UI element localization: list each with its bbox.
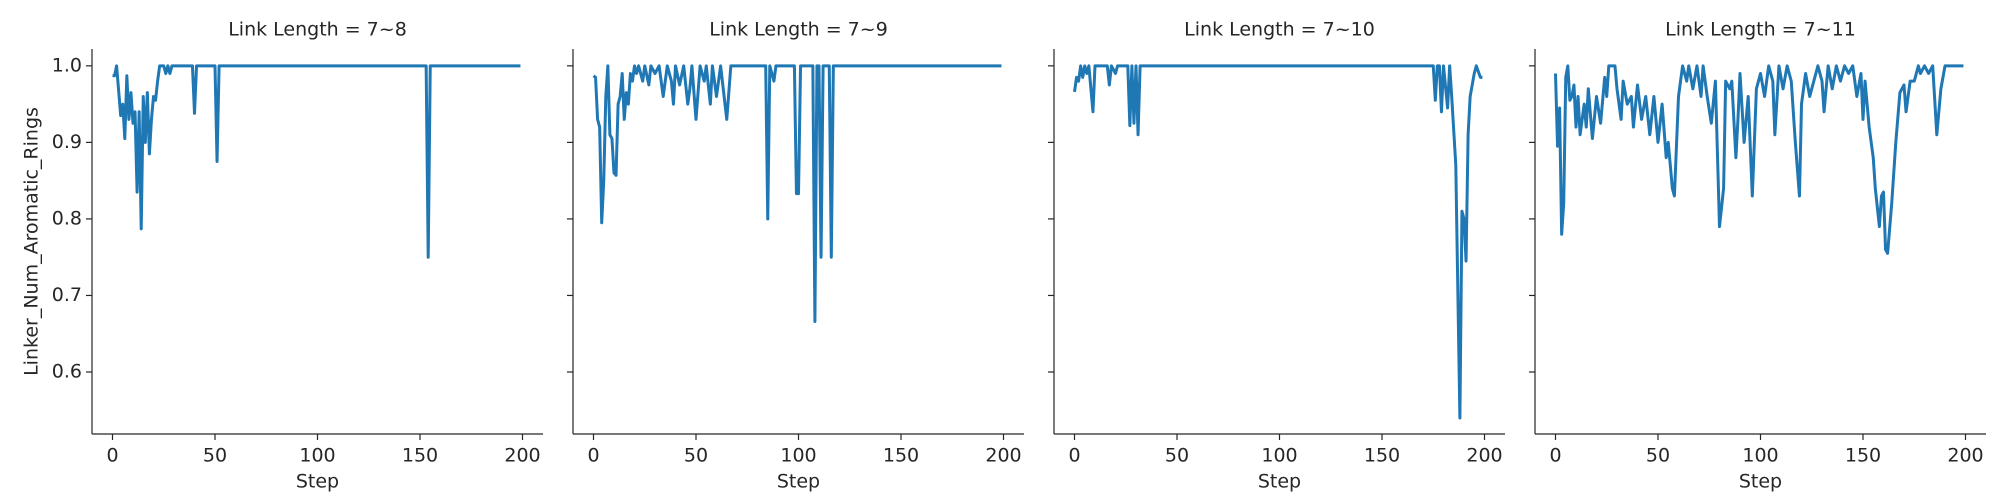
panel-title: Link Length = 7~9 <box>709 19 888 41</box>
panel-title: Link Length = 7~8 <box>228 19 407 41</box>
x-tick-label: 0 <box>1068 445 1080 467</box>
x-axis-label: Step <box>296 471 339 493</box>
x-tick-label: 50 <box>684 445 708 467</box>
x-tick-label: 200 <box>1466 445 1502 467</box>
y-tick-label: 0.6 <box>52 361 82 383</box>
x-tick-label: 100 <box>780 445 816 467</box>
x-tick-label: 150 <box>402 445 438 467</box>
x-tick-label: 100 <box>1742 445 1778 467</box>
x-tick-label: 0 <box>587 445 599 467</box>
x-tick-label: 50 <box>1165 445 1189 467</box>
x-tick-label: 50 <box>1646 445 1670 467</box>
x-tick-label: 150 <box>1364 445 1400 467</box>
x-tick-label: 0 <box>1549 445 1561 467</box>
y-tick-label: 1.0 <box>52 54 82 76</box>
x-tick-label: 200 <box>504 445 540 467</box>
x-tick-label: 150 <box>1845 445 1881 467</box>
y-tick-label: 0.7 <box>52 284 82 306</box>
y-tick-label: 0.8 <box>52 207 82 229</box>
y-tick-label: 0.9 <box>52 131 82 153</box>
panel-title: Link Length = 7~11 <box>1665 19 1856 41</box>
x-axis-label: Step <box>777 471 820 493</box>
x-axis-label: Step <box>1258 471 1301 493</box>
x-tick-label: 150 <box>883 445 919 467</box>
x-tick-label: 50 <box>203 445 227 467</box>
x-tick-label: 100 <box>1261 445 1297 467</box>
x-tick-label: 200 <box>1947 445 1983 467</box>
x-tick-label: 0 <box>106 445 118 467</box>
data-line <box>112 64 521 259</box>
panel-title: Link Length = 7~10 <box>1184 19 1375 41</box>
data-line <box>592 64 1002 323</box>
x-tick-label: 200 <box>985 445 1021 467</box>
data-line <box>1073 64 1483 420</box>
x-tick-label: 100 <box>299 445 335 467</box>
x-axis-label: Step <box>1739 471 1782 493</box>
y-axis-label: Linker_Num_Aromatic_Rings <box>21 107 43 376</box>
data-line <box>1554 64 1964 255</box>
